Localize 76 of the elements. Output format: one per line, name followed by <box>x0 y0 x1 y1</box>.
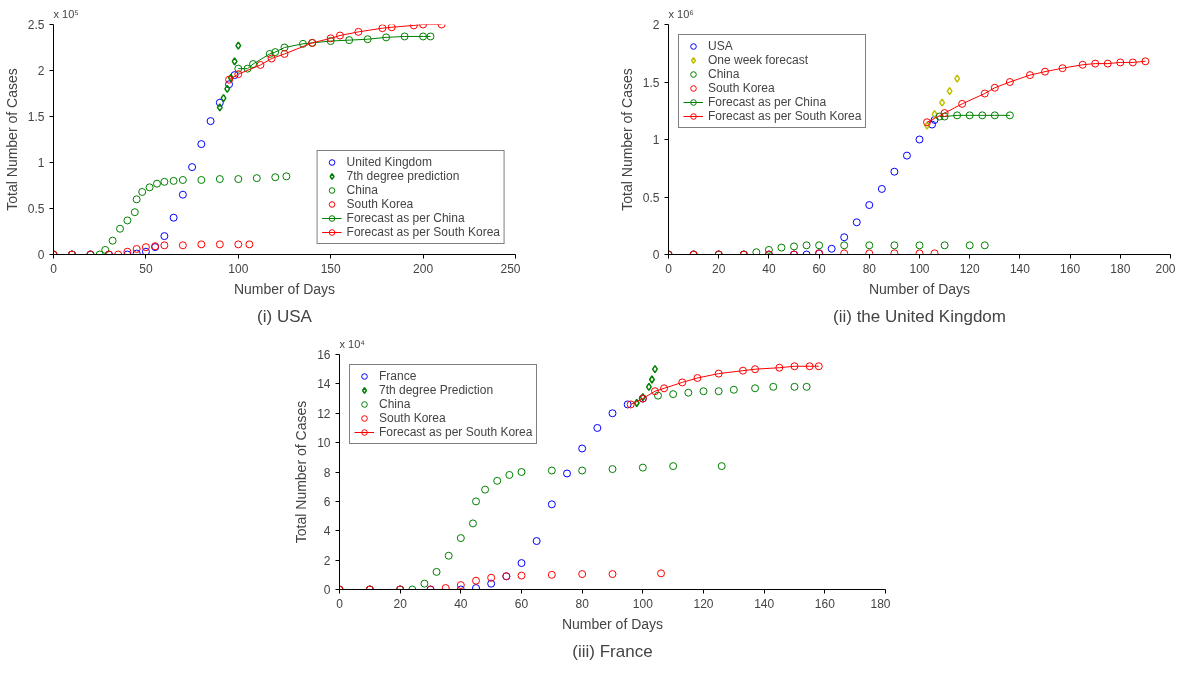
x-tick-label: 0 <box>50 261 58 276</box>
x-tick-label: 140 <box>754 596 775 611</box>
x-tick-label: 200 <box>1155 261 1176 276</box>
legend-label: Forecast as per South Korea <box>346 225 500 239</box>
x-tick-label: 40 <box>454 596 468 611</box>
x-tick-label: 160 <box>814 596 836 611</box>
x-tick-label: 200 <box>413 261 434 276</box>
legend-label: China <box>379 397 411 411</box>
legend-label: South Korea <box>379 411 446 425</box>
legend-label: USA <box>708 39 733 53</box>
y-tick-label: 0 <box>652 248 660 262</box>
x-tick-label: 150 <box>320 261 342 276</box>
legend-label: South Korea <box>708 81 775 95</box>
x-tick-label: 160 <box>1060 261 1081 276</box>
x-axis-title: Number of Days <box>561 615 664 632</box>
y-axis-title: Total Number of Cases <box>618 68 635 211</box>
legend-label: China <box>708 67 740 81</box>
x-tick-label: 100 <box>909 261 930 276</box>
y-tick-label: 1 <box>652 133 660 147</box>
text: x 10⁵ <box>53 7 79 20</box>
x-tick-label: 140 <box>1009 261 1031 276</box>
legend-label: Forecast as per South Korea <box>708 109 862 123</box>
y-tick-label: 16 <box>317 348 331 362</box>
y-tick-label: 2.5 <box>27 18 45 32</box>
x-axis-title: Number of Days <box>868 280 971 297</box>
x-tick-label: 80 <box>575 596 590 611</box>
y-tick-label: 2 <box>652 18 660 32</box>
x-tick-label: 80 <box>862 261 877 276</box>
legend-label: One week forecast <box>708 53 809 67</box>
x-tick-label: 60 <box>812 261 827 276</box>
y-tick-label: 6 <box>323 494 331 509</box>
y-tick-label: 12 <box>317 406 331 421</box>
legend-label: Forecast as per China <box>708 95 827 109</box>
x-tick-label: 20 <box>393 596 408 611</box>
x-tick-label: 100 <box>228 261 249 276</box>
y-tick-label: 0 <box>323 583 331 597</box>
text: x 10⁴ <box>339 337 366 350</box>
text: (i) USA <box>257 306 313 326</box>
y-axis-title: Total Number of Cases <box>293 400 310 544</box>
x-tick-label: 20 <box>712 261 726 276</box>
x-tick-label: 180 <box>870 596 891 611</box>
x-tick-label: 250 <box>500 261 521 276</box>
y-tick-label: 0 <box>37 248 45 262</box>
legend-label: Forecast as per China <box>346 211 465 225</box>
y-tick-label: 2 <box>323 553 331 568</box>
legend-label: France <box>379 369 417 383</box>
text: x 10⁶ <box>668 7 694 20</box>
y-tick-label: 1 <box>37 156 45 170</box>
legend-label: 7th degree Prediction <box>379 383 494 397</box>
legend-label: South Korea <box>346 197 414 211</box>
y-tick-label: 1.5 <box>642 75 660 90</box>
y-tick-label: 8 <box>323 465 331 480</box>
x-tick-label: 40 <box>762 261 776 276</box>
y-tick-label: 1.5 <box>27 110 45 124</box>
text: (ii) the United Kingdom <box>833 306 1006 326</box>
y-tick-label: 2 <box>37 64 45 78</box>
x-tick-label: 60 <box>514 596 529 611</box>
x-axis-title: Number of Days <box>233 280 336 297</box>
x-tick-label: 100 <box>632 596 654 611</box>
legend-label: Forecast as per South Korea <box>379 425 533 439</box>
x-tick-label: 50 <box>139 261 153 276</box>
x-tick-label: 120 <box>959 261 981 276</box>
y-tick-label: 0.5 <box>27 202 45 216</box>
y-tick-label: 10 <box>317 436 331 451</box>
x-tick-label: 0 <box>336 596 344 611</box>
x-tick-label: 180 <box>1110 261 1131 276</box>
y-tick-label: 0.5 <box>642 190 660 205</box>
legend-label: 7th degree prediction <box>346 169 460 183</box>
x-tick-label: 120 <box>693 596 714 611</box>
y-tick-label: 4 <box>323 524 331 539</box>
legend-label: China <box>346 183 378 197</box>
legend-label: United Kingdom <box>346 155 432 169</box>
x-tick-label: 0 <box>665 261 673 276</box>
y-tick-label: 14 <box>317 377 331 392</box>
y-axis-title: Total Number of Cases <box>3 68 20 211</box>
text: (iii) France <box>572 641 653 661</box>
